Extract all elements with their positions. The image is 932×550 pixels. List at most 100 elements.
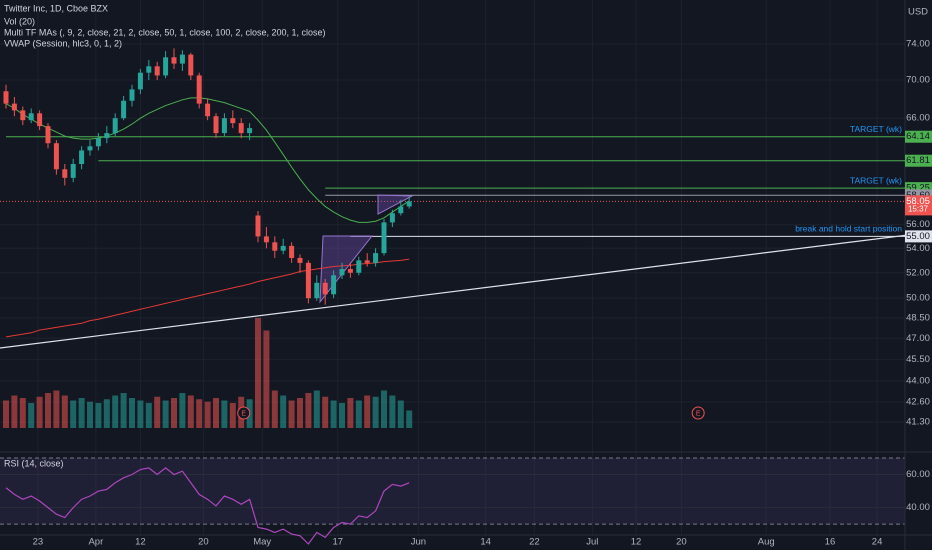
volume-bar (87, 401, 93, 428)
volume-bar (103, 399, 110, 428)
volume-bar (406, 410, 413, 428)
y-tick-label: 48.50 (906, 312, 930, 323)
candle-body (11, 103, 17, 111)
x-tick-label: 20 (676, 537, 687, 548)
candle-body (381, 222, 387, 254)
candle-body (196, 75, 202, 104)
candle-body (230, 118, 236, 124)
candle-body (95, 138, 101, 147)
candle-body (305, 262, 311, 299)
volume-bar (255, 318, 261, 428)
y-tick-label: 66.00 (906, 113, 930, 124)
level-annotation: TARGET (wk) (850, 124, 902, 134)
indicator-label: VWAP (Session, hlc3, 0, 1, 2) (4, 38, 122, 48)
currency: USD (908, 7, 928, 18)
volume-bar (330, 400, 337, 428)
candle-body (272, 242, 278, 251)
rsi-band (0, 457, 905, 525)
y-tick-label: 56.00 (906, 219, 930, 230)
volume-bar (196, 399, 203, 428)
candle-body (280, 245, 286, 251)
y-tick-label: 70.00 (906, 75, 930, 86)
x-tick-label: 24 (872, 537, 883, 548)
volume-bar (347, 398, 354, 428)
volume-bar (70, 400, 77, 428)
volume-bar (297, 398, 303, 428)
price-tag (905, 195, 932, 216)
candle-body (314, 282, 320, 299)
price-tag (905, 130, 932, 143)
candle-body (331, 275, 337, 295)
volume-bar (171, 398, 177, 428)
volume (3, 318, 413, 428)
candle-body (247, 128, 253, 134)
volume-bar (3, 400, 9, 428)
candle-body (205, 103, 211, 117)
x-tick-label: May (253, 537, 271, 548)
y-tick-label: 50.00 (906, 293, 930, 304)
volume-bar (162, 400, 169, 428)
x-tick-label: Jul (586, 537, 598, 548)
volume-bar (221, 400, 228, 428)
volume-bar (45, 393, 51, 428)
volume-bar (397, 400, 404, 428)
candle-body (137, 72, 143, 90)
price-tag-label: 58.05 (906, 196, 930, 207)
candles (3, 48, 412, 305)
y-tick-label: 47.00 (906, 333, 930, 344)
x-tick-label: 12 (631, 537, 642, 548)
y-tick-label: 44.00 (906, 376, 930, 387)
volume-bar (389, 395, 396, 428)
candle-body (373, 253, 379, 263)
x-tick-label: 20 (198, 537, 209, 548)
x-tick-label: 12 (135, 537, 146, 548)
candle-body (255, 215, 261, 237)
trend-line (0, 231, 932, 349)
x-tick-label: Apr (88, 537, 103, 548)
volume-bar (372, 396, 379, 428)
candle-body (322, 282, 328, 295)
price-tag-label: 55.00 (906, 231, 930, 242)
x-tick-label: 22 (529, 537, 540, 548)
volume-bar (263, 330, 270, 428)
price-tag-label: 64.14 (906, 131, 930, 142)
volume-bar (154, 396, 161, 428)
y-tick-label: 60.00 (906, 469, 930, 480)
candle-body (406, 201, 412, 207)
candle-body (70, 163, 76, 178)
triangle-drawing (377, 194, 414, 215)
rsi-line (5, 467, 410, 545)
y-tick-label: 40.00 (906, 502, 930, 513)
candle-body (171, 57, 177, 64)
volume-bar (280, 395, 287, 428)
candle-body (339, 269, 345, 276)
volume-bar (95, 403, 102, 428)
volume-bar (339, 403, 345, 428)
levels: TARGET (wk) TARGET (wk) break and hold sta… (0, 124, 905, 237)
volume-bar (381, 390, 387, 428)
earnings-label: E (696, 410, 701, 417)
indicator-label: Vol (20) (4, 16, 35, 26)
rsi-pane (0, 457, 905, 525)
level-annotation: break and hold start position (795, 224, 902, 234)
candle-body (121, 100, 127, 119)
candle-body (356, 260, 362, 273)
candle-body (389, 213, 395, 223)
candle-body (213, 116, 219, 134)
candle-body (163, 57, 169, 76)
y-tick-label: 42.60 (906, 397, 930, 408)
candle-body (112, 118, 118, 134)
volume-bar (19, 398, 26, 428)
rsi (5, 467, 410, 545)
candle-body (37, 113, 43, 127)
volume-bar (129, 398, 135, 428)
earnings-marker (237, 406, 251, 420)
candle-body (87, 146, 93, 151)
volume-bar (213, 398, 219, 428)
axes: 74.00 70.00 66.00 56.00 54.00 52.00 50.00 48.50… (33, 39, 932, 548)
candle-body (3, 91, 9, 104)
volume-bar (364, 395, 371, 428)
volume-bar (187, 395, 194, 428)
candle-body (221, 118, 227, 134)
